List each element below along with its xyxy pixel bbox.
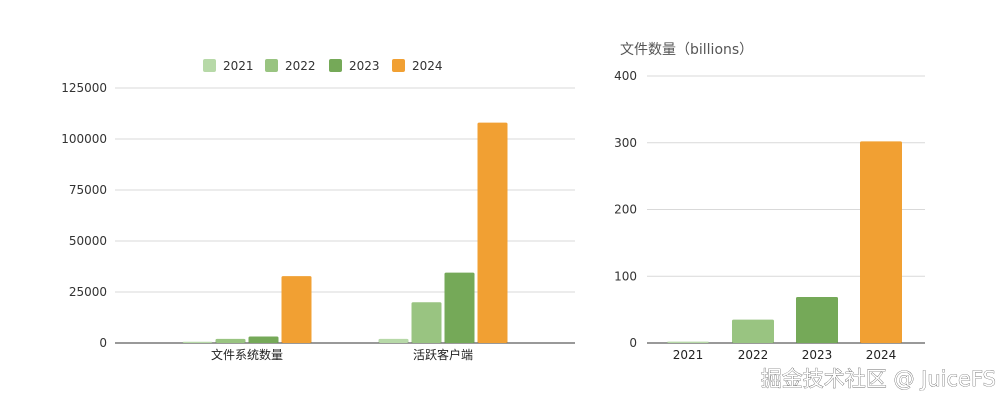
bar-2022-0: [215, 338, 246, 343]
x-category-label: 活跃客户端: [413, 347, 473, 362]
y-tick-label: 25000: [69, 285, 107, 299]
x-category-label: 2021: [673, 348, 704, 362]
legend-swatch-2022: [265, 59, 278, 72]
bar-2024-0: [281, 276, 312, 343]
y-tick-label: 300: [614, 136, 637, 150]
bar-2023: [796, 296, 838, 343]
legend-swatch-2021: [203, 59, 216, 72]
y-tick-label: 100000: [61, 132, 107, 146]
legend-label-2022: 2022: [285, 59, 316, 73]
y-tick-label: 400: [614, 69, 637, 83]
bar-2023-0: [248, 336, 279, 343]
bar-2021-1: [378, 338, 409, 343]
right-bar-chart: 文件数量（billions） 0 100 200 300 400 2021 2022 2023 2…: [614, 42, 925, 362]
y-tick-label: 50000: [69, 234, 107, 248]
watermark-text: 掘金技术社区 @ JuiceFS: [761, 367, 996, 391]
y-tick-label: 0: [629, 336, 637, 350]
y-tick-label: 75000: [69, 183, 107, 197]
bar-2022-1: [411, 302, 442, 343]
bar-2022: [732, 319, 774, 343]
chart-title: 文件数量（billions）: [620, 42, 753, 58]
x-category-label: 2023: [802, 348, 833, 362]
legend-label-2021: 2021: [223, 59, 254, 73]
legend-label-2024: 2024: [412, 59, 443, 73]
bar-2024-1: [477, 122, 508, 344]
y-tick-label: 0: [99, 336, 107, 350]
legend-label-2023: 2023: [349, 59, 380, 73]
legend-swatch-2024: [392, 59, 405, 72]
x-category-label: 文件系统数量: [211, 347, 283, 362]
y-tick-label: 125000: [61, 81, 107, 95]
x-category-label: 2022: [738, 348, 769, 362]
bar-2024: [860, 141, 902, 343]
left-bar-chart: 0 25000 50000 75000 100000 125000 文件系统数量 活跃客户端 2…: [61, 59, 575, 362]
legend-swatch-2023: [329, 59, 342, 72]
y-tick-label: 100: [614, 269, 637, 283]
bar-2023-1: [444, 272, 475, 343]
y-tick-label: 200: [614, 203, 637, 217]
bar-2021: [667, 341, 709, 343]
bar-2021-0: [182, 341, 213, 343]
x-category-label: 2024: [866, 348, 897, 362]
